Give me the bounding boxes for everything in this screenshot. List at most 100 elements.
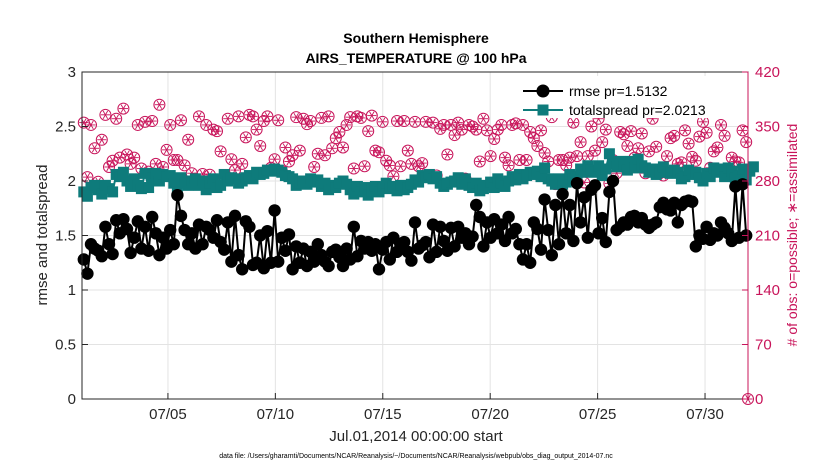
- spread-point: [125, 180, 137, 192]
- obs-point: [304, 115, 317, 128]
- rmse-point: [164, 223, 177, 237]
- y2-tick-label: 350: [755, 119, 780, 136]
- obs-point: [243, 108, 256, 121]
- spread-point: [96, 188, 108, 200]
- obs-point: [236, 157, 249, 170]
- rmse-point: [581, 231, 594, 244]
- rmse-point: [120, 222, 134, 236]
- obs-point: [153, 98, 166, 111]
- rmse-point: [603, 185, 616, 199]
- rmse-point: [592, 227, 605, 240]
- rmse-point: [736, 178, 749, 191]
- rmse-point: [228, 209, 242, 223]
- obs-point: [160, 143, 173, 156]
- rmse-point: [218, 243, 231, 256]
- obs-point: [689, 154, 702, 167]
- obs-point: [182, 133, 195, 146]
- spread-point: [164, 170, 176, 182]
- rmse-point: [524, 256, 537, 269]
- rmse-point: [99, 220, 112, 233]
- rmse-point: [596, 211, 609, 225]
- obs-point: [99, 108, 112, 121]
- rmse-point: [588, 179, 602, 192]
- obs-point: [416, 157, 429, 170]
- data-file-note: data file: /Users/gharamti/Documents/NCA…: [219, 453, 613, 460]
- rmse-point: [671, 216, 684, 229]
- spread-point: [452, 172, 464, 184]
- obs-point: [333, 125, 346, 138]
- spread-point: [287, 173, 299, 185]
- spread-point: [560, 176, 572, 188]
- rmse-point: [128, 231, 141, 244]
- obs-point: [441, 148, 454, 161]
- obs-point: [225, 153, 238, 166]
- y2-tick-label: 420: [755, 64, 780, 81]
- x-tick-label: 07/30: [686, 406, 724, 423]
- obs-point: [124, 157, 137, 170]
- rmse-point: [567, 234, 580, 248]
- obs-point: [110, 112, 123, 125]
- obs-point: [103, 160, 115, 173]
- obs-point: [319, 149, 331, 162]
- obs-point: [589, 144, 601, 157]
- obs-point: [85, 118, 97, 131]
- y-tick-label: 2.5: [55, 119, 76, 136]
- obs-point: [650, 140, 663, 153]
- spread-point: [578, 166, 590, 178]
- obs-point: [200, 118, 213, 131]
- obs-point: [164, 118, 177, 131]
- obs-point: [362, 125, 375, 138]
- y-axis-label: rmse and totalspread: [34, 165, 51, 306]
- spread-point: [719, 171, 731, 183]
- spread-point: [593, 160, 605, 172]
- rmse-point: [95, 250, 109, 263]
- rmse-point: [430, 245, 443, 259]
- rmse-point: [437, 234, 450, 248]
- rmse-point: [434, 220, 447, 233]
- spread-point: [539, 162, 551, 174]
- spread-point: [679, 171, 691, 183]
- obs-point: [535, 124, 547, 137]
- rmse-point: [419, 235, 432, 249]
- legend-rmse-label: rmse pr=1.5132: [569, 83, 668, 99]
- obs-point: [527, 132, 540, 145]
- rmse-point: [236, 263, 249, 276]
- obs-point: [239, 131, 252, 144]
- spread-point: [153, 175, 165, 187]
- rmse-point: [372, 263, 386, 276]
- x-tick-label: 07/05: [149, 406, 187, 423]
- obs-point: [211, 125, 223, 138]
- spread-point: [117, 166, 129, 178]
- y-tick-label: 3: [68, 64, 76, 81]
- spread-point: [459, 173, 471, 185]
- rmse-point: [556, 187, 569, 201]
- spread-point: [431, 171, 443, 183]
- obs-point: [668, 129, 681, 142]
- obs-point: [495, 118, 508, 131]
- rmse-point: [408, 216, 422, 229]
- rmse-point: [138, 220, 152, 233]
- obs-point: [679, 124, 691, 137]
- rmse-point: [322, 259, 335, 273]
- y2-tick-label: 210: [755, 228, 780, 245]
- obs-point: [538, 146, 551, 159]
- obs-point: [643, 145, 655, 158]
- rmse-point: [243, 220, 256, 233]
- rmse-point: [268, 204, 281, 217]
- obs-point: [286, 149, 299, 162]
- x-axis-label: Jul.01,2014 00:00:00 start: [329, 428, 503, 445]
- spread-point: [632, 153, 644, 165]
- obs-point: [715, 118, 727, 131]
- rmse-point: [545, 248, 558, 262]
- rmse-point: [340, 242, 353, 255]
- spread-point: [726, 165, 738, 177]
- rmse-point: [174, 209, 188, 223]
- obs-point: [455, 123, 468, 136]
- obs-point: [711, 141, 724, 154]
- obs-point: [502, 159, 515, 172]
- obs-point: [635, 127, 648, 140]
- obs-point: [347, 162, 360, 175]
- obs-point: [308, 160, 321, 173]
- rmse-point: [102, 238, 116, 251]
- obs-point: [247, 110, 259, 123]
